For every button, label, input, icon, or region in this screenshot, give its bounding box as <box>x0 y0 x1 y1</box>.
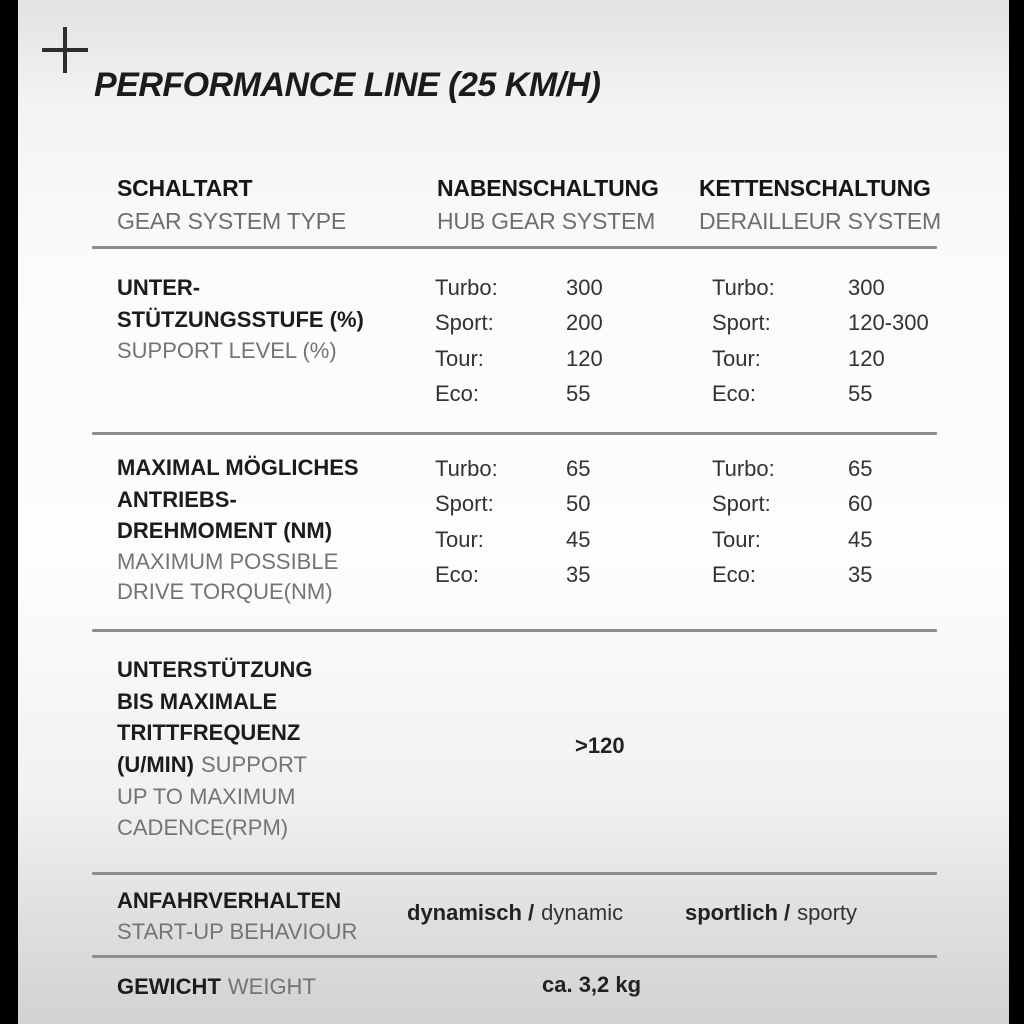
mode-label: Turbo: <box>435 456 498 481</box>
separator-line <box>92 872 937 875</box>
mode-label: Tour: <box>435 527 484 552</box>
mode-label: Sport: <box>435 310 494 335</box>
separator-line <box>92 629 937 632</box>
page-title: PERFORMANCE LINE (25 KM/H) <box>94 66 601 104</box>
weight-label-en: WEIGHT <box>227 974 316 999</box>
mode-label: Eco: <box>435 562 480 587</box>
support-level-label-de-2: STÜTZUNGSSTUFE (%) <box>117 307 364 332</box>
header-gear-system-type-de: SCHALTART <box>117 175 253 201</box>
hub-value: 55 <box>566 381 591 406</box>
max-torque-label-en-2: DRIVE TORQUE(NM) <box>117 579 333 604</box>
startup-derailleur-value: sportlich / sporty <box>685 900 857 925</box>
mode-label: Turbo: <box>435 275 498 300</box>
derailleur-value: 120-300 <box>848 310 929 335</box>
weight-value: ca. 3,2 kg <box>542 972 642 997</box>
derailleur-value: 120 <box>848 346 885 371</box>
derailleur-value: 55 <box>848 381 873 406</box>
max-cadence-label-de-1: UNTERSTÜTZUNG <box>117 657 313 682</box>
mode-label: Turbo: <box>712 456 775 481</box>
max-torque-label-de-3: DREHMOMENT (NM) <box>117 518 333 543</box>
weight-label: GEWICHT WEIGHT <box>117 974 316 999</box>
startup-label-en: START-UP BEHAVIOUR <box>117 919 358 944</box>
mode-label: Turbo: <box>712 275 775 300</box>
hub-value: 300 <box>566 275 603 300</box>
derailleur-value: 60 <box>848 491 873 516</box>
mode-label: Tour: <box>712 527 761 552</box>
startup-hub-value-de: dynamisch / <box>407 900 535 925</box>
hub-value: 65 <box>566 456 591 481</box>
derailleur-value: 65 <box>848 456 873 481</box>
separator-line <box>92 246 937 249</box>
header-gear-system-type-en: GEAR SYSTEM TYPE <box>117 208 346 234</box>
plus-icon <box>42 27 88 73</box>
mode-label: Eco: <box>435 381 480 406</box>
max-cadence-label-de-3: TRITTFREQUENZ <box>117 720 301 745</box>
left-black-bar <box>0 0 18 1024</box>
mode-label: Tour: <box>712 346 761 371</box>
startup-hub-value: dynamisch / dynamic <box>407 900 623 925</box>
support-level-label-en: SUPPORT LEVEL (%) <box>117 338 337 363</box>
mode-label: Eco: <box>712 381 757 406</box>
mode-label: Sport: <box>712 310 771 335</box>
max-cadence-value: >120 <box>575 733 625 758</box>
hub-value: 120 <box>566 346 603 371</box>
hub-value: 35 <box>566 562 591 587</box>
separator-line <box>92 955 937 958</box>
max-cadence-label-mixed: (U/MIN) SUPPORT <box>117 752 307 777</box>
mode-label: Sport: <box>435 491 494 516</box>
startup-derailleur-value-de: sportlich / <box>685 900 791 925</box>
header-derailleur-de: KETTENSCHALTUNG <box>699 175 931 201</box>
startup-derailleur-value-en: sporty <box>797 900 858 925</box>
hub-value: 45 <box>566 527 591 552</box>
right-black-bar <box>1009 0 1024 1024</box>
mode-label: Tour: <box>435 346 484 371</box>
hub-value: 50 <box>566 491 591 516</box>
mode-label: Eco: <box>712 562 757 587</box>
hub-value: 200 <box>566 310 603 335</box>
mode-label: Sport: <box>712 491 771 516</box>
support-level-label-de-1: UNTER- <box>117 275 201 300</box>
header-derailleur-en: DERAILLEUR SYSTEM <box>699 208 941 234</box>
derailleur-value: 300 <box>848 275 885 300</box>
max-cadence-label-en-2: UP TO MAXIMUM <box>117 784 296 809</box>
max-cadence-label-de-2: BIS MAXIMALE <box>117 689 278 714</box>
max-torque-label-en-1: MAXIMUM POSSIBLE <box>117 549 339 574</box>
separator-line <box>92 432 937 435</box>
derailleur-value: 35 <box>848 562 873 587</box>
max-torque-label-de-2: ANTRIEBS- <box>117 487 237 512</box>
weight-label-de: GEWICHT <box>117 974 221 999</box>
max-cadence-label-en-1: SUPPORT <box>200 752 307 777</box>
max-cadence-label-de-4: (U/MIN) <box>117 752 194 777</box>
max-cadence-label-en-3: CADENCE(RPM) <box>117 815 289 840</box>
header-hub-gear-en: HUB GEAR SYSTEM <box>437 208 656 234</box>
max-torque-label-de-1: MAXIMAL MÖGLICHES <box>117 455 359 480</box>
startup-hub-value-en: dynamic <box>541 900 624 925</box>
header-hub-gear-de: NABENSCHALTUNG <box>437 175 659 201</box>
startup-label-de: ANFAHRVERHALTEN <box>117 888 342 913</box>
derailleur-value: 45 <box>848 527 873 552</box>
